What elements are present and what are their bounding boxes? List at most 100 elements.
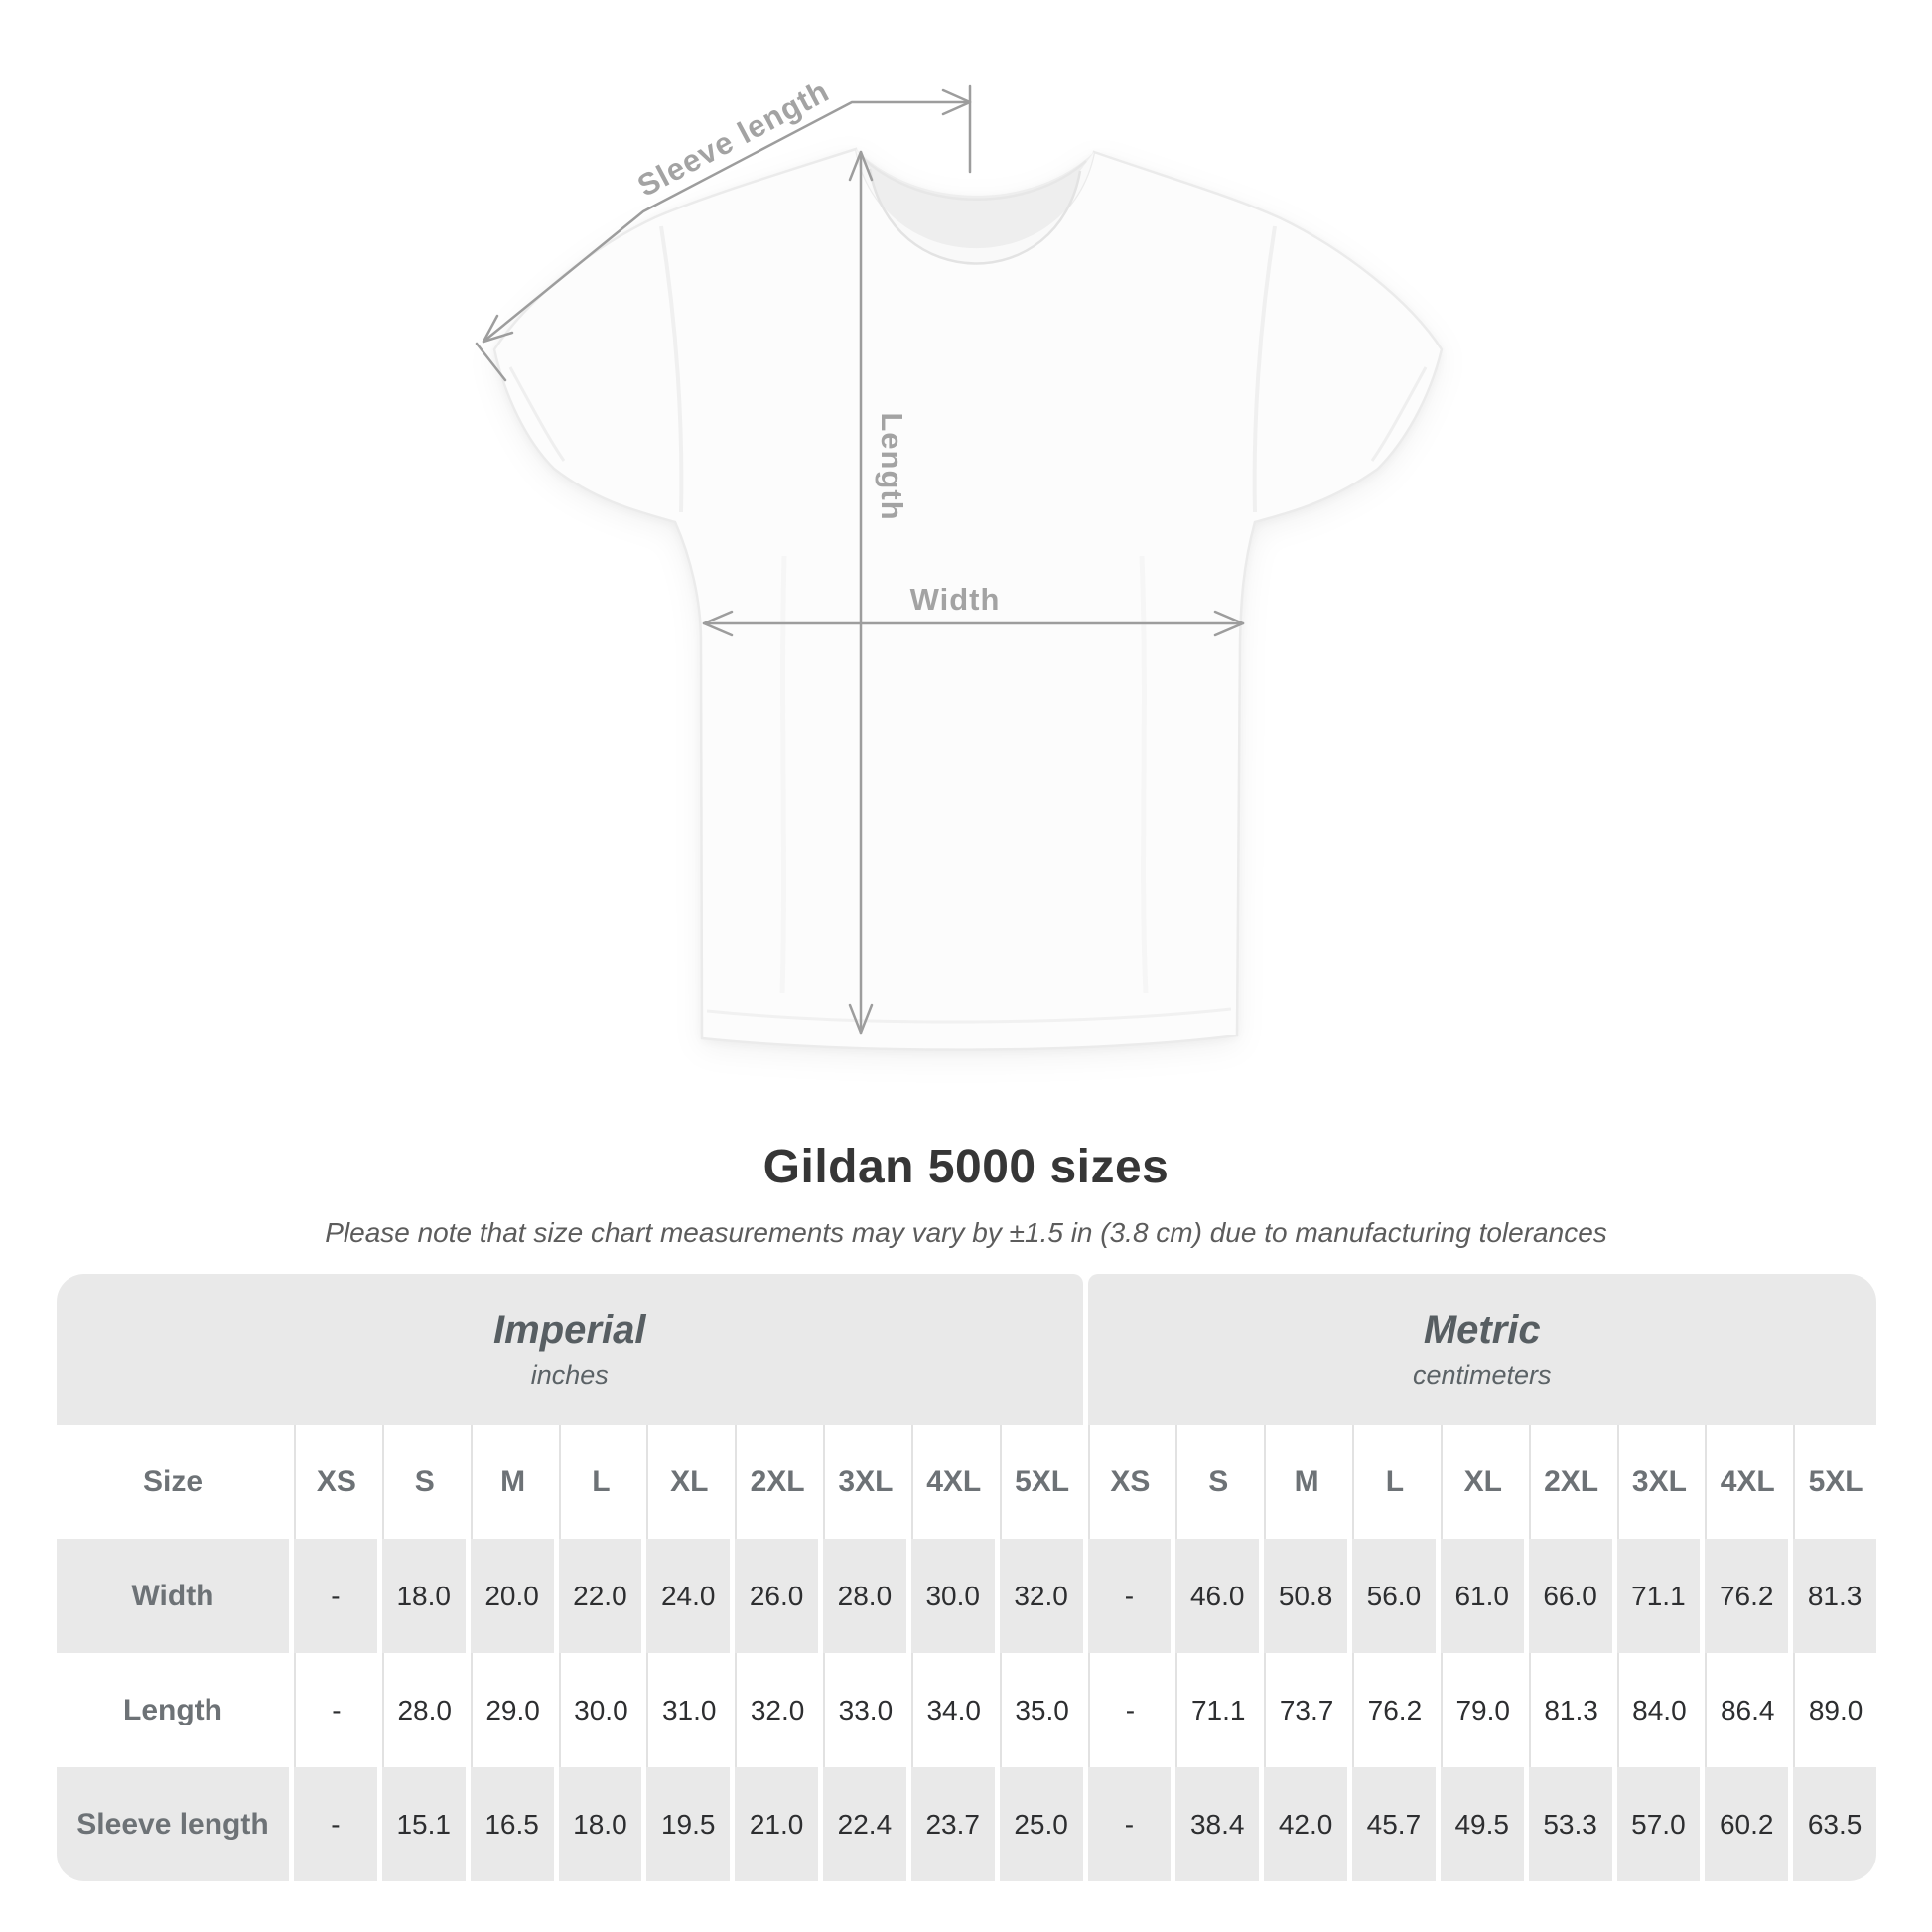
value-cell: 32.0	[735, 1653, 818, 1767]
tshirt-measurement-diagram: Sleeve length Length Width	[475, 73, 1444, 1051]
value-cell: -	[294, 1653, 377, 1767]
width-left-arrowhead	[702, 610, 734, 637]
value-cell: -	[294, 1539, 377, 1653]
width-right-arrowhead	[1213, 610, 1245, 637]
tolerance-note: Please note that size chart measurements…	[325, 1217, 1607, 1248]
value-cell: 30.0	[558, 1653, 642, 1767]
value-cell: 20.0	[470, 1539, 554, 1653]
value-cell: 49.5	[1440, 1767, 1524, 1881]
value-cell: 50.8	[1264, 1539, 1347, 1653]
size-header-cell: XS	[294, 1425, 377, 1539]
tshirt-crease-lines	[508, 225, 1428, 1024]
value-cell: -	[1087, 1539, 1172, 1653]
value-cell: 60.2	[1705, 1767, 1789, 1881]
row-label-length: Length	[57, 1653, 289, 1767]
value-cell: -	[1087, 1767, 1172, 1881]
size-column-header: Size	[57, 1425, 289, 1539]
value-cell: 73.7	[1264, 1653, 1347, 1767]
value-cell: 25.0	[999, 1767, 1083, 1881]
value-cell: 66.0	[1528, 1539, 1612, 1653]
size-header-cell: 2XL	[735, 1425, 818, 1539]
imperial-title: Imperial	[493, 1308, 646, 1352]
value-cell: 32.0	[999, 1539, 1083, 1653]
length-top-arrowhead	[848, 150, 874, 182]
value-cell: 57.0	[1616, 1767, 1701, 1881]
imperial-unit: inches	[530, 1359, 609, 1390]
value-cell: 53.3	[1528, 1767, 1612, 1881]
value-cell: 22.4	[823, 1767, 906, 1881]
value-cell: 19.5	[646, 1767, 731, 1881]
tshirt-body	[492, 147, 1444, 1051]
size-header-cell: 3XL	[823, 1425, 906, 1539]
value-cell: 18.0	[381, 1539, 466, 1653]
size-header-cell: L	[1352, 1425, 1436, 1539]
size-header-cell: M	[1264, 1425, 1347, 1539]
sleeve-end-arrowhead	[482, 314, 514, 344]
value-cell: 42.0	[1264, 1767, 1347, 1881]
imperial-section-header: Imperial inches	[57, 1274, 1083, 1425]
page-title: Gildan 5000 sizes	[762, 1141, 1170, 1193]
value-cell: 34.0	[910, 1653, 995, 1767]
size-header-cell: 5XL	[999, 1425, 1083, 1539]
value-cell: 23.7	[910, 1767, 995, 1881]
tshirt-collar-back-edge	[863, 158, 1087, 201]
length-bottom-arrowhead	[848, 1003, 874, 1035]
value-cell: 38.4	[1175, 1767, 1260, 1881]
value-cell: 76.2	[1705, 1539, 1789, 1653]
metric-section-header: Metric centimeters	[1087, 1274, 1876, 1425]
size-header-cell: 4XL	[1705, 1425, 1789, 1539]
value-cell: -	[1087, 1653, 1172, 1767]
dimension-lines	[475, 84, 1245, 1035]
size-header-cell: XL	[646, 1425, 731, 1539]
value-cell: 81.3	[1793, 1539, 1876, 1653]
value-cell: 31.0	[646, 1653, 731, 1767]
value-cell: 71.1	[1175, 1653, 1260, 1767]
tshirt-collar-inner-seam	[868, 168, 1082, 265]
value-cell: 35.0	[999, 1653, 1083, 1767]
sleeve-hem-tick	[475, 342, 507, 382]
value-cell: 29.0	[470, 1653, 554, 1767]
value-cell: 76.2	[1352, 1653, 1436, 1767]
value-cell: 84.0	[1616, 1653, 1701, 1767]
value-cell: -	[294, 1767, 377, 1881]
value-cell: 71.1	[1616, 1539, 1701, 1653]
value-cell: 18.0	[558, 1767, 642, 1881]
value-cell: 16.5	[470, 1767, 554, 1881]
size-header-cell: 5XL	[1793, 1425, 1876, 1539]
size-header-cell: S	[381, 1425, 466, 1539]
tshirt-collar-band	[856, 149, 1094, 264]
size-header-cell: S	[1175, 1425, 1260, 1539]
value-cell: 21.0	[735, 1767, 818, 1881]
size-header-cell: 4XL	[910, 1425, 995, 1539]
size-header-cell: L	[558, 1425, 642, 1539]
value-cell: 89.0	[1793, 1653, 1876, 1767]
size-header-cell: 2XL	[1528, 1425, 1612, 1539]
value-cell: 61.0	[1440, 1539, 1524, 1653]
size-header-cell: M	[470, 1425, 554, 1539]
row-label-sleeve-length: Sleeve length	[57, 1767, 289, 1881]
value-cell: 28.0	[381, 1653, 466, 1767]
value-cell: 15.1	[381, 1767, 466, 1881]
length-label: Length	[875, 412, 909, 520]
tshirt-illustration	[492, 147, 1444, 1051]
metric-unit: centimeters	[1412, 1359, 1552, 1390]
value-cell: 26.0	[735, 1539, 818, 1653]
value-cell: 33.0	[823, 1653, 906, 1767]
size-header-cell: XS	[1087, 1425, 1172, 1539]
row-label-width: Width	[57, 1539, 289, 1653]
value-cell: 63.5	[1793, 1767, 1876, 1881]
metric-title: Metric	[1423, 1308, 1541, 1352]
value-cell: 86.4	[1705, 1653, 1789, 1767]
value-cell: 46.0	[1175, 1539, 1260, 1653]
value-cell: 30.0	[910, 1539, 995, 1653]
size-table: Imperial inches Metric centimeters Size …	[57, 1274, 1876, 1881]
value-cell: 79.0	[1440, 1653, 1524, 1767]
size-header-cell: 3XL	[1616, 1425, 1701, 1539]
sleeve-length-dimension-line	[482, 100, 972, 344]
size-header-cell: XL	[1440, 1425, 1524, 1539]
value-cell: 22.0	[558, 1539, 642, 1653]
value-cell: 28.0	[823, 1539, 906, 1653]
width-label: Width	[910, 582, 1001, 617]
value-cell: 81.3	[1528, 1653, 1612, 1767]
